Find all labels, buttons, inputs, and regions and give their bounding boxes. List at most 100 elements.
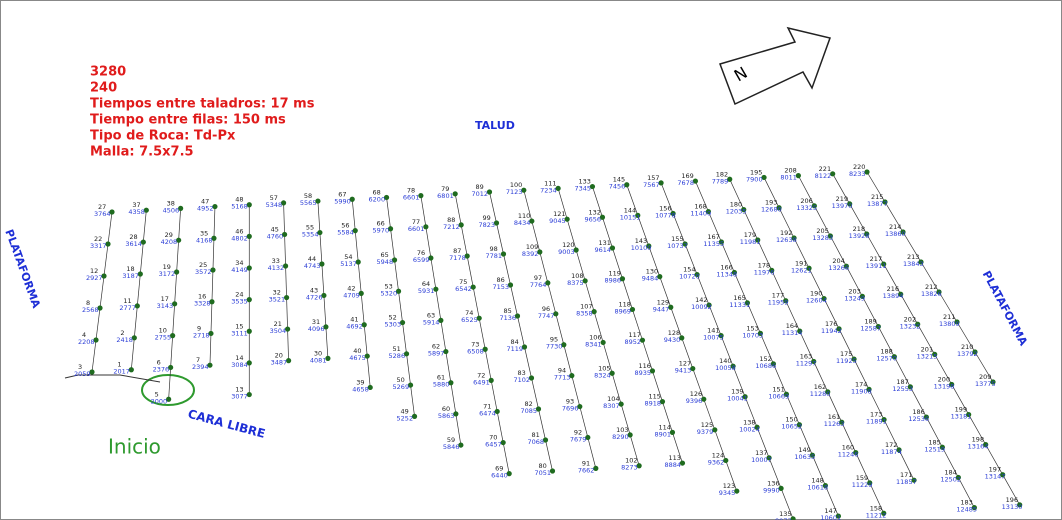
hole-time: 10007 xyxy=(751,456,772,464)
hole-time: 13215 xyxy=(917,352,938,360)
hole-time: 7136 xyxy=(500,314,517,322)
hole-time: 10075 xyxy=(703,334,724,342)
hole-time: 10737 xyxy=(667,242,688,250)
hole-time: 13249 xyxy=(844,294,865,302)
hole-time: 9484 xyxy=(642,275,659,283)
header-line: Tipo de Roca: Td-Px xyxy=(90,129,236,144)
hole-time: 5970 xyxy=(373,227,390,235)
hole-time: 7781 xyxy=(486,252,503,260)
hole-time: 3614 xyxy=(125,240,142,248)
hole-time: 3172 xyxy=(159,270,176,278)
hole-time: 9413 xyxy=(675,367,692,375)
hole-time: 4760 xyxy=(267,232,284,240)
hole-time: 7234 xyxy=(540,186,557,194)
blast-diagram: 3280 240 Tiempos entre taladros: 17 ms T… xyxy=(0,0,1062,520)
hole-time: 3487 xyxy=(271,359,288,367)
hole-time: 9396 xyxy=(686,397,703,405)
hole-time: 13198 xyxy=(934,382,955,390)
hole-time: 5931 xyxy=(418,287,435,295)
hole-time: 11891 xyxy=(866,418,887,426)
hole-time: 12553 xyxy=(892,385,913,393)
hole-time: 4208 xyxy=(161,238,178,246)
hole-time: 4149 xyxy=(231,266,248,274)
hole-time: 12502 xyxy=(940,475,961,483)
hole-time: 10024 xyxy=(739,425,760,433)
hole-time: 8375 xyxy=(567,279,584,287)
hole-time: 7764 xyxy=(530,281,547,289)
hole-time: 12587 xyxy=(860,325,881,333)
hole-time: 2059 xyxy=(74,370,91,378)
hole-time: 11212 xyxy=(866,511,887,519)
hole-time: 3572 xyxy=(195,268,212,276)
hole-time: 7051 xyxy=(535,469,552,477)
header-line: Tiempos entre taladros: 17 ms xyxy=(90,97,315,112)
hole-time: 13266 xyxy=(828,264,849,272)
hole-time: 8986 xyxy=(604,277,621,285)
hole-time: 5320 xyxy=(381,289,398,297)
hole-time: 2376 xyxy=(153,365,170,373)
hole-time: 5168 xyxy=(231,203,248,211)
hole-time: 8434 xyxy=(514,219,531,227)
hole-time: 10635 xyxy=(794,453,815,461)
hole-time: 9345 xyxy=(719,489,736,497)
hole-time: 3521 xyxy=(269,296,286,304)
hole-time: 13911 xyxy=(866,262,887,270)
hole-time: 11229 xyxy=(852,481,873,489)
hole-time: 5354 xyxy=(302,231,319,239)
hole-time: 4802 xyxy=(231,234,248,242)
hole-time: 8392 xyxy=(522,250,539,258)
hole-time: 11874 xyxy=(881,448,902,456)
hole-time: 12604 xyxy=(806,297,827,305)
hole-time: 6200 xyxy=(369,195,386,203)
hole-time: 11331 xyxy=(729,301,750,309)
hole-time: 5863 xyxy=(438,412,455,420)
header-line: 240 xyxy=(90,81,117,96)
hole-time: 4096 xyxy=(308,325,325,333)
hole-time: 5286 xyxy=(389,352,406,360)
hole-time: 2927 xyxy=(86,274,103,282)
hole-time: 3504 xyxy=(270,327,287,335)
hole-time: 3328 xyxy=(194,300,211,308)
hole-time: 11280 xyxy=(810,390,831,398)
hole-time: 10058 xyxy=(715,364,736,372)
header-line: Malla: 7.5x7.5 xyxy=(90,145,194,160)
hole-time: 11314 xyxy=(782,329,803,337)
hole-time: 5846 xyxy=(443,443,460,451)
hole-time: 3084 xyxy=(231,361,248,369)
hole-time: 2208 xyxy=(78,338,95,346)
hole-time: 9447 xyxy=(653,305,670,313)
hole-time: 4658 xyxy=(352,385,369,393)
hole-time: 8884 xyxy=(664,461,681,469)
hole-time: 9045 xyxy=(549,217,566,225)
hole-time: 12035 xyxy=(726,208,747,216)
hole-time: 12638 xyxy=(776,236,797,244)
hole-time: 13970 xyxy=(832,202,853,210)
hole-time: 7900 xyxy=(746,175,763,183)
hole-time: 8290 xyxy=(612,433,629,441)
hole-time: 12680 xyxy=(761,206,782,214)
hole-time: 2777 xyxy=(119,304,136,312)
hole-time: 13164 xyxy=(968,443,989,451)
hole-time: 2394 xyxy=(192,363,209,371)
hole-time: 13826 xyxy=(921,290,942,298)
hole-time: 10720 xyxy=(679,273,700,281)
hole-time: 7456 xyxy=(609,183,626,191)
hole-time: 4743 xyxy=(304,262,321,270)
hole-time: 6474 xyxy=(479,409,496,417)
hole-time: 11348 xyxy=(716,270,737,278)
hole-time: 8307 xyxy=(603,402,620,410)
hole-time: 5584 xyxy=(337,229,354,237)
hole-time: 4726 xyxy=(306,293,323,301)
hole-time: 9656 xyxy=(584,215,601,223)
hole-time: 10778 xyxy=(655,211,676,219)
hole-time: 11297 xyxy=(796,359,817,367)
hole-time: 7123 xyxy=(506,188,523,196)
hole-time: 5990 xyxy=(334,197,351,205)
hole-time: 8233 xyxy=(849,170,866,178)
hole-time: 6801 xyxy=(437,192,454,200)
hole-time: 6542 xyxy=(455,285,472,293)
header-line: Tiempo entre filas: 150 ms xyxy=(90,113,286,128)
hole-time: 13843 xyxy=(903,260,924,268)
hole-time: 8122 xyxy=(815,172,832,180)
hole-time: 13325 xyxy=(796,204,817,212)
